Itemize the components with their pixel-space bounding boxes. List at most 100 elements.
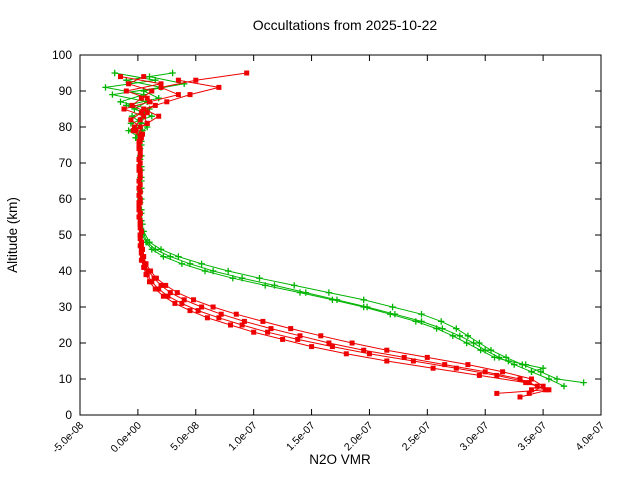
marker-plus	[291, 282, 298, 289]
plot-layers: -5.0e-08 0.0e+00 5.0e-08 1.0e-07 1.5e-07 2.0e…	[50, 48, 607, 456]
marker-plus	[387, 311, 394, 318]
marker-square	[251, 329, 257, 335]
marker-square	[167, 290, 173, 296]
marker-square	[136, 192, 142, 198]
marker-plus	[476, 339, 483, 347]
marker-square	[216, 84, 222, 90]
marker-square	[260, 318, 266, 324]
marker-square	[156, 113, 162, 119]
marker-plus	[262, 282, 269, 289]
marker-plus	[157, 246, 165, 253]
marker-square	[384, 358, 390, 364]
marker-plus	[502, 354, 510, 361]
y-tick-label: 70	[59, 156, 73, 170]
marker-plus	[522, 361, 529, 368]
marker-plus	[160, 253, 167, 260]
marker-plus	[505, 357, 512, 365]
series-red-4	[130, 77, 548, 396]
marker-square	[210, 304, 216, 310]
x-tick-label: 3.0e-07	[458, 420, 492, 454]
marker-square	[144, 95, 150, 101]
series-line	[112, 72, 584, 384]
marker-plus	[360, 296, 367, 303]
marker-square	[136, 142, 142, 148]
marker-square	[465, 362, 471, 368]
marker-square	[136, 146, 142, 152]
marker-plus	[229, 275, 236, 282]
marker-square	[123, 88, 129, 94]
marker-square	[137, 236, 143, 242]
marker-square	[187, 92, 193, 98]
series-line	[105, 72, 565, 387]
marker-square	[140, 246, 145, 252]
marker-plus	[477, 347, 484, 354]
marker-plus	[302, 289, 309, 296]
marker-square	[137, 225, 143, 231]
marker-square	[137, 149, 143, 155]
y-tick-label: 60	[59, 192, 73, 206]
marker-square	[141, 254, 147, 260]
y-tick-label: 0	[65, 408, 72, 422]
marker-plus	[580, 379, 587, 386]
marker-square	[121, 106, 127, 112]
marker-plus	[117, 98, 124, 105]
marker-square	[476, 372, 482, 378]
marker-square	[540, 383, 546, 389]
marker-square	[181, 297, 187, 303]
marker-square	[149, 88, 155, 94]
marker-square	[158, 84, 164, 90]
y-tick-label: 50	[59, 228, 73, 242]
marker-square	[295, 336, 301, 342]
y-axis-label: Altitude (km)	[5, 197, 20, 273]
marker-square	[156, 286, 162, 292]
marker-square	[179, 300, 185, 306]
marker-plus	[360, 303, 367, 311]
x-tick-label: 5.0e-08	[168, 420, 202, 454]
y-tick-label: 30	[59, 300, 73, 314]
marker-square	[349, 340, 355, 346]
marker-square	[148, 268, 154, 274]
marker-square	[158, 282, 164, 288]
marker-square	[542, 387, 548, 393]
marker-square	[233, 311, 239, 317]
marker-plus	[155, 95, 162, 102]
marker-square	[136, 214, 142, 220]
marker-square	[410, 358, 416, 364]
marker-square	[138, 239, 144, 245]
marker-plus	[545, 375, 553, 383]
series-layer	[102, 69, 587, 400]
marker-square	[526, 380, 532, 386]
marker-square	[175, 92, 181, 98]
marker-square	[136, 203, 142, 209]
marker-square	[137, 200, 143, 206]
x-tick-label: 1.0e-07	[226, 420, 260, 454]
marker-square	[138, 95, 144, 101]
y-tick-label: 100	[52, 48, 72, 62]
marker-square	[228, 322, 233, 328]
marker-plus	[560, 383, 568, 390]
y-axis: 0 10 20 30 40 50 60 70 80 90 100	[52, 48, 601, 422]
y-tick-label: 40	[59, 264, 73, 278]
marker-square	[193, 77, 199, 83]
marker-plus	[325, 289, 333, 296]
marker-plus	[146, 73, 153, 80]
marker-square	[137, 182, 143, 188]
marker-plus	[148, 246, 155, 253]
x-tick-label: 3.5e-07	[516, 420, 550, 454]
marker-square	[517, 394, 523, 400]
y-tick-label: 80	[59, 120, 73, 134]
marker-plus	[109, 91, 116, 98]
marker-square	[144, 110, 150, 116]
marker-plus	[178, 260, 186, 267]
marker-square	[297, 333, 303, 339]
marker-square	[153, 275, 159, 281]
marker-square	[218, 311, 224, 317]
marker-square	[366, 351, 372, 357]
marker-square	[137, 160, 143, 166]
marker-square	[137, 138, 143, 144]
marker-square	[401, 354, 407, 360]
marker-square	[137, 171, 143, 177]
series-green-1	[102, 69, 568, 390]
